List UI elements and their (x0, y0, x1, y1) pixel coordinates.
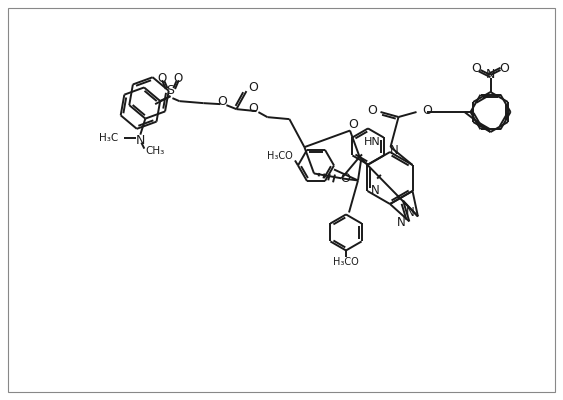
Text: O: O (248, 102, 258, 115)
Text: O: O (340, 172, 350, 185)
Text: N: N (397, 216, 406, 229)
Text: N: N (390, 144, 399, 158)
Text: O: O (158, 72, 167, 85)
Text: O: O (422, 104, 432, 116)
Text: CH₃: CH₃ (145, 146, 164, 156)
Text: H₃CO: H₃CO (333, 258, 359, 268)
Text: O: O (348, 118, 358, 131)
Text: N: N (371, 184, 380, 198)
Text: O: O (174, 72, 183, 85)
Text: H₃CO: H₃CO (267, 152, 293, 162)
Text: N: N (486, 68, 495, 80)
Text: S: S (167, 84, 175, 97)
Text: O: O (499, 62, 510, 74)
Text: O: O (248, 81, 258, 94)
Text: O: O (217, 95, 227, 108)
Text: O: O (368, 104, 377, 118)
Text: H₃C: H₃C (99, 133, 118, 143)
Text: N: N (405, 206, 414, 219)
Text: N: N (136, 134, 145, 147)
Text: O: O (472, 62, 481, 74)
Text: HN: HN (364, 137, 381, 147)
